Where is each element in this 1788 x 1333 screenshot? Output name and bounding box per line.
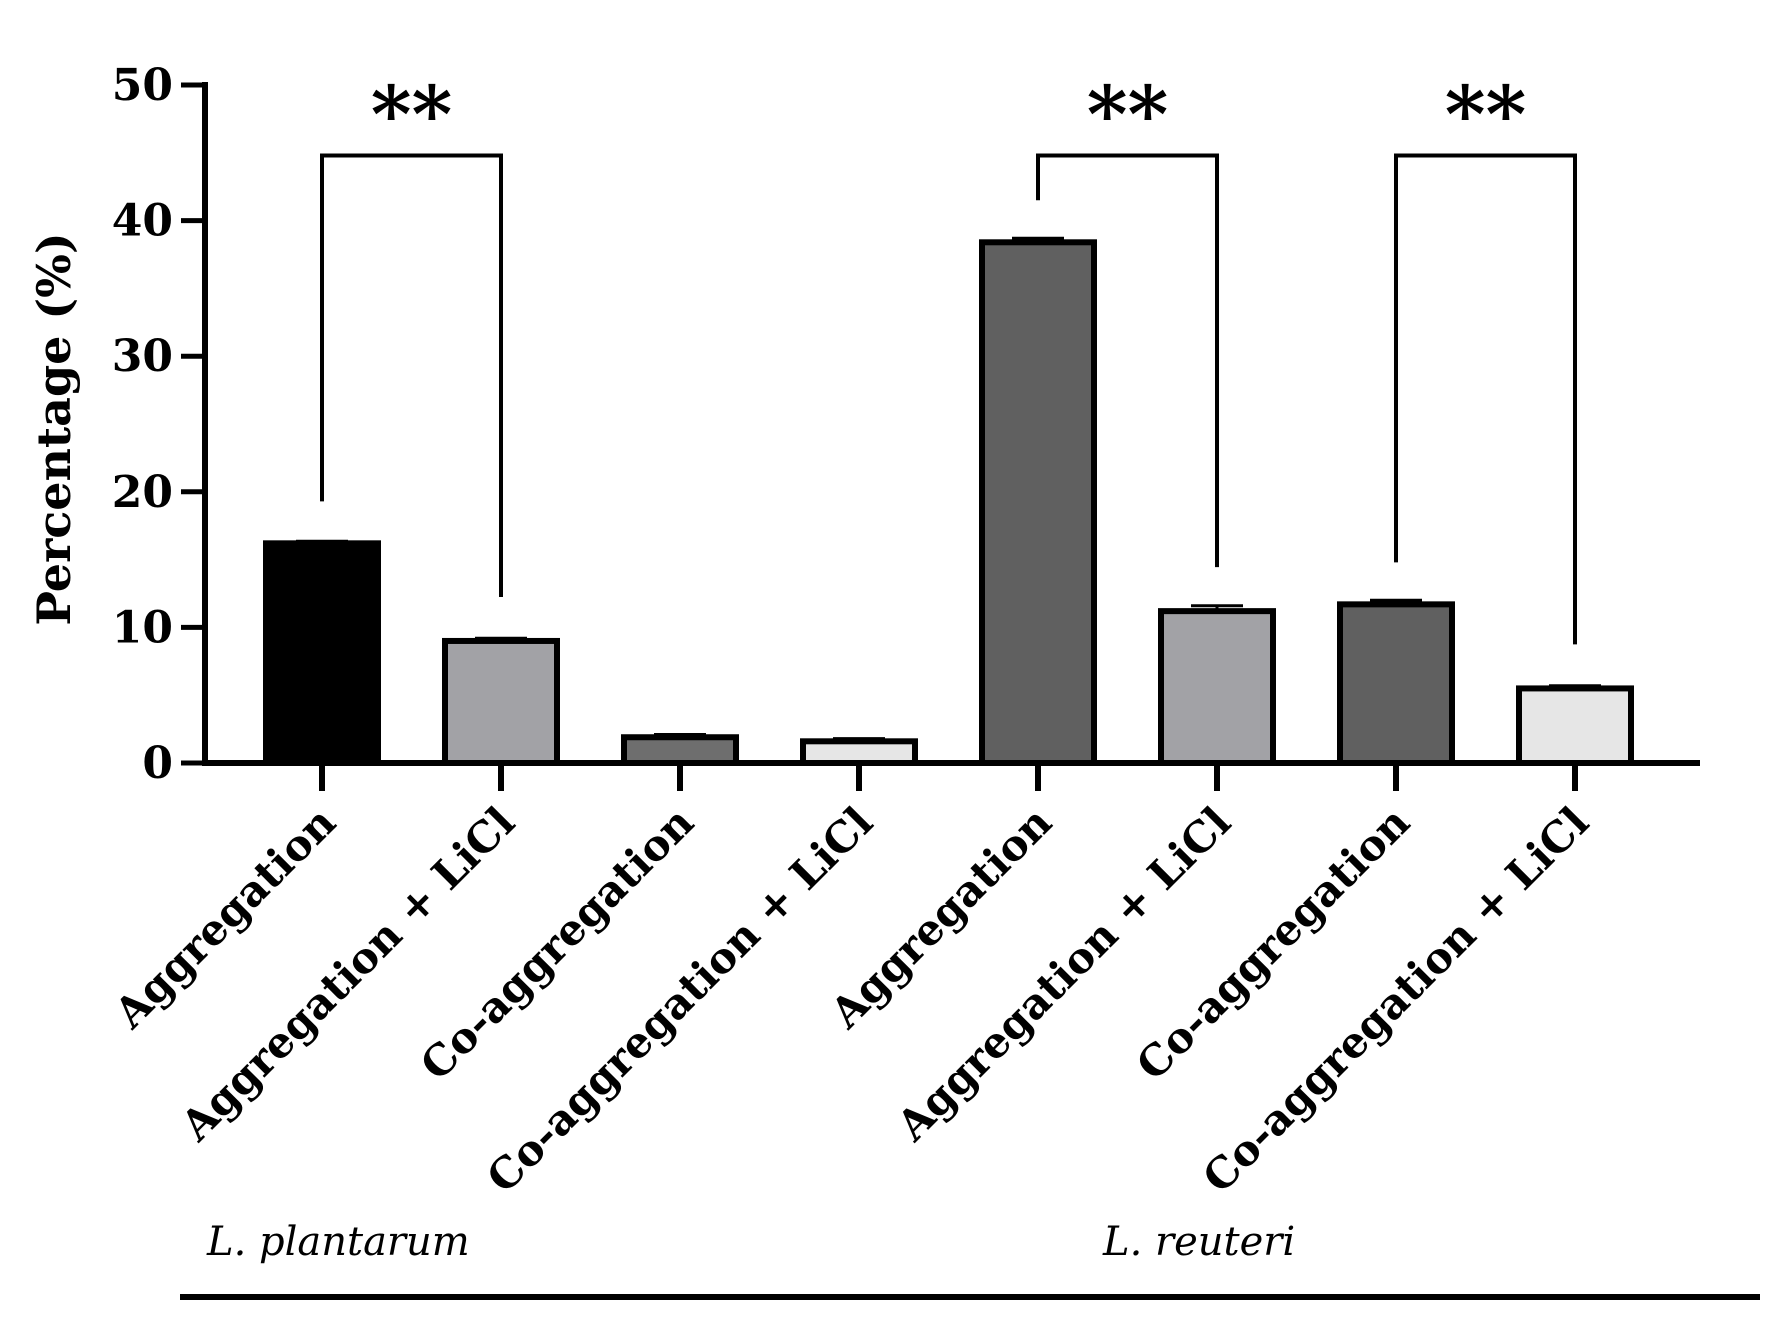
significance-label: ** xyxy=(1445,70,1527,161)
bar xyxy=(979,239,1097,766)
significance-label: ** xyxy=(1087,70,1169,161)
bar xyxy=(442,637,560,767)
bar xyxy=(621,734,739,767)
significance-bracket xyxy=(1394,153,1577,645)
x-tick-label: Aggregation + LiCl xyxy=(171,797,525,1151)
y-tick-label: 10 xyxy=(112,602,173,653)
x-tick-label: Co-aggregation + LiCl xyxy=(1193,797,1598,1202)
bar xyxy=(1158,608,1276,766)
bar xyxy=(1516,685,1634,766)
x-tick-label: Aggregation + LiCl xyxy=(887,797,1241,1151)
bar xyxy=(263,540,381,766)
y-tick-label: 40 xyxy=(112,196,173,247)
group-label: L. reuteri xyxy=(1102,1219,1295,1265)
bar xyxy=(800,738,918,767)
significance-bracket xyxy=(1036,153,1219,568)
x-tick-label: Co-aggregation + LiCl xyxy=(477,797,882,1202)
significance-label: ** xyxy=(371,70,453,161)
bar xyxy=(1337,601,1455,767)
y-tick-label: 0 xyxy=(142,738,173,789)
significance-bracket xyxy=(320,153,503,597)
y-tick-label: 20 xyxy=(112,467,173,518)
y-tick-label: 50 xyxy=(112,60,173,111)
y-tick-label: 30 xyxy=(112,331,173,382)
group-label: L. plantarum xyxy=(206,1219,470,1265)
y-axis-title: Percentage (%) xyxy=(27,232,81,625)
